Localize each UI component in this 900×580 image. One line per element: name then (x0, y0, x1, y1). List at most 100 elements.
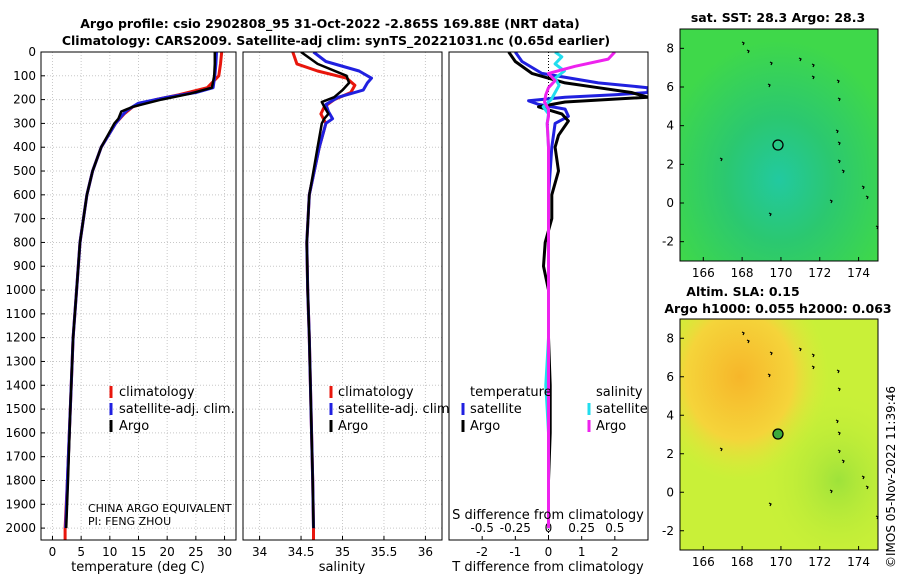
y-tick-label: 1300 (5, 354, 36, 368)
legend-satellite-label: satellite-adj. clim. (119, 402, 235, 417)
x-tick-label: 0 (49, 545, 57, 559)
map-lat-label: 0 (666, 485, 674, 499)
salinity-legend: climatology satellite-adj. clim. Argo (329, 385, 454, 434)
island-coastline (811, 63, 815, 68)
legend-d-s-argo-label: Argo (596, 419, 626, 434)
island-coastline (767, 83, 771, 88)
map-lon-label: 172 (808, 555, 831, 569)
island-coastline (861, 475, 865, 480)
island-coastline (768, 212, 772, 217)
x-tick-label: 36 (418, 545, 433, 559)
temperature-panel: 0100200300400500600700800900100011001200… (5, 45, 237, 575)
sst-map-panel: sat. SST: 28.3 Argo: 28.3 166 168 170 172 17… (662, 10, 879, 280)
timestamp-label: ©IMOS 05-Nov-2022 11:39:46 (884, 385, 898, 568)
difference-axis-ticks: -2 -1 0 1 2-0.5 -0.25 0 0.25 0.5 (470, 521, 624, 559)
x-tick-label: 34.5 (288, 545, 315, 559)
legend-d-t-satellite-label: satellite (470, 402, 522, 417)
map-lat-label: 6 (666, 370, 674, 384)
island-coastline (798, 57, 802, 62)
y-tick-label: 100 (13, 69, 36, 83)
island-coastline (841, 459, 845, 464)
sst-map-ticks: 166 168 170 172 174 -2 0 2 4 6 8 (662, 41, 870, 280)
map-lon-label: 170 (769, 266, 792, 280)
island-coastline (837, 159, 841, 164)
sla-map-ticks: 166 168 170 172 174 -2 0 2 4 6 8 (662, 331, 870, 569)
x-tick-label: 10 (102, 545, 117, 559)
x-tick-label: 2 (611, 545, 619, 559)
map-lat-label: 0 (666, 196, 674, 210)
island-coastline (837, 97, 841, 102)
y-tick-label: 700 (13, 212, 36, 226)
map-lat-label: 8 (666, 41, 674, 55)
island-coastline (829, 199, 833, 204)
temperature-axis-ticks: 0 5 10 15 20 25 30 (49, 536, 232, 559)
map-lon-label: 168 (731, 266, 754, 280)
legend-s-satellite-label: satellite-adj. clim. (338, 402, 454, 417)
y-tick-label: 2000 (5, 521, 36, 535)
y-tick-label: 1200 (5, 331, 36, 345)
island-coastline (837, 449, 841, 454)
island-coastline (836, 79, 840, 84)
s-diff-tick-label: 0.5 (605, 521, 624, 535)
y-tick-label: 400 (13, 140, 36, 154)
map-lat-label: 4 (666, 408, 674, 422)
x-tick-label: -2 (476, 545, 488, 559)
island-coastline (798, 347, 802, 352)
x-tick-label: 25 (188, 545, 203, 559)
y-tick-label: 1100 (5, 307, 36, 321)
y-tick-label: 1500 (5, 402, 36, 416)
island-coastline (836, 369, 840, 374)
island-coastline (837, 431, 841, 436)
s-diff-tick-label: -0.5 (470, 521, 493, 535)
island-coastline (865, 485, 869, 490)
island-coastline (719, 447, 723, 452)
x-tick-label: 35 (335, 545, 350, 559)
legend-d-s-satellite-label: satellite (596, 402, 648, 417)
island-coastline (829, 489, 833, 494)
legend-s-climatology-label: climatology (338, 385, 414, 400)
island-coastline (811, 353, 815, 358)
island-coastline (719, 157, 723, 162)
x-tick-label: -1 (509, 545, 521, 559)
map-lat-label: -2 (662, 235, 674, 249)
sla-argo-position-marker (772, 428, 784, 440)
map-lon-label: 166 (692, 555, 715, 569)
sst-map-title: sat. SST: 28.3 Argo: 28.3 (691, 10, 865, 25)
series-line-argo (64, 52, 217, 529)
x-tick-label: 5 (77, 545, 85, 559)
x-tick-label: 30 (217, 545, 232, 559)
series-line-salinity-argo (543, 52, 616, 529)
y-tick-label: 300 (13, 116, 36, 130)
pi-label: PI: FENG ZHOU (88, 515, 171, 528)
salinity-axes-box (242, 51, 443, 541)
salinity-series (291, 52, 373, 540)
map-lat-label: -2 (662, 524, 674, 538)
salinity-axis-ticks: 34 34.5 35 35.5 36 (252, 536, 433, 559)
x-tick-label: 35.5 (371, 545, 398, 559)
sst-map-frame (679, 28, 879, 262)
temperature-axes-box (40, 51, 237, 541)
island-coastline (837, 387, 841, 392)
map-lat-label: 4 (666, 119, 674, 133)
difference-axes-box (448, 51, 649, 541)
island-coastline (767, 373, 771, 378)
s-difference-label: S difference from climatology (452, 508, 644, 523)
map-lon-label: 170 (769, 555, 792, 569)
y-tick-label: 500 (13, 164, 36, 178)
sla-map-panel: Altim. SLA: 0.15 Argo h1000: 0.055 h2000… (662, 284, 892, 569)
y-tick-label: 1400 (5, 378, 36, 392)
difference-series (507, 52, 648, 529)
salinity-grid (243, 51, 442, 540)
legend-temperature-header: temperature (470, 385, 552, 400)
map-lat-label: 6 (666, 80, 674, 94)
y-tick-label: 800 (13, 235, 36, 249)
y-tick-label: 200 (13, 93, 36, 107)
map-lat-label: 2 (666, 157, 674, 171)
legend-climatology-label: climatology (119, 385, 195, 400)
temperature-legend: climatology satellite-adj. clim. Argo (109, 385, 235, 434)
main-title-line2: Climatology: CARS2009. Satellite-adj cli… (62, 33, 610, 49)
sla-map-title1: Altim. SLA: 0.15 (686, 284, 799, 299)
x-tick-label: 20 (160, 545, 175, 559)
temperature-series (63, 52, 224, 540)
